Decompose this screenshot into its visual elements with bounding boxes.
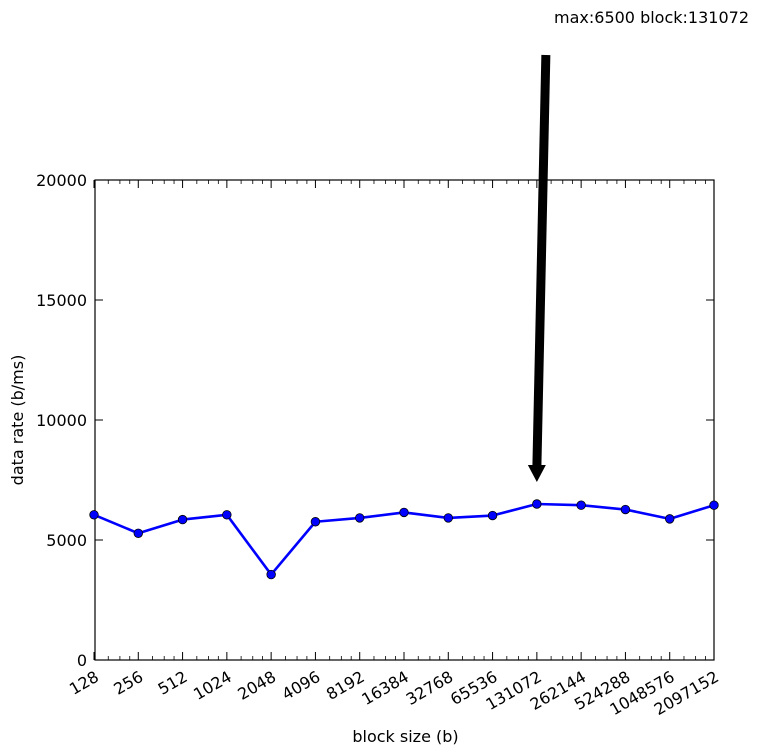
- annotation-arrow-head: [527, 465, 546, 482]
- x-tick-label: 1024: [190, 667, 235, 704]
- x-tick-label: 256: [110, 667, 146, 699]
- data-point: [177, 514, 188, 525]
- data-point: [576, 500, 586, 510]
- x-tick-label: 16384: [358, 667, 412, 709]
- y-tick-label: 10000: [36, 411, 87, 430]
- data-point: [222, 510, 232, 520]
- x-tick-label: 2048: [234, 667, 279, 704]
- x-axis-label: block size (b): [352, 727, 458, 746]
- data-point: [532, 499, 542, 509]
- y-tick-label: 5000: [46, 531, 87, 550]
- data-point: [709, 500, 719, 510]
- data-point: [266, 569, 276, 580]
- annotation-layer: max:6500 block:131072: [527, 8, 749, 482]
- data-point: [665, 514, 675, 524]
- y-tick-label: 15000: [36, 291, 87, 310]
- x-tick-label: 512: [155, 667, 191, 699]
- data-point: [443, 513, 453, 523]
- x-tick-label: 128: [66, 667, 102, 699]
- data-point: [487, 510, 498, 521]
- data-point: [133, 528, 143, 538]
- data-point: [399, 507, 409, 518]
- x-tick-label: 32768: [403, 667, 457, 709]
- x-tick-label: 4096: [279, 667, 324, 704]
- y-tick-label: 20000: [36, 171, 87, 190]
- y-tick-label: 0: [77, 651, 87, 670]
- plot-area: [94, 179, 715, 661]
- annotation-arrow-shaft: [532, 54, 551, 469]
- series-layer: [89, 499, 719, 580]
- data-point: [620, 504, 631, 515]
- y-axis-label: data rate (b/ms): [8, 355, 27, 486]
- data-point: [310, 517, 321, 527]
- plot-frame: [94, 179, 715, 661]
- data-point: [89, 510, 99, 520]
- data-point: [355, 513, 365, 523]
- annotation-text: max:6500 block:131072: [554, 8, 749, 27]
